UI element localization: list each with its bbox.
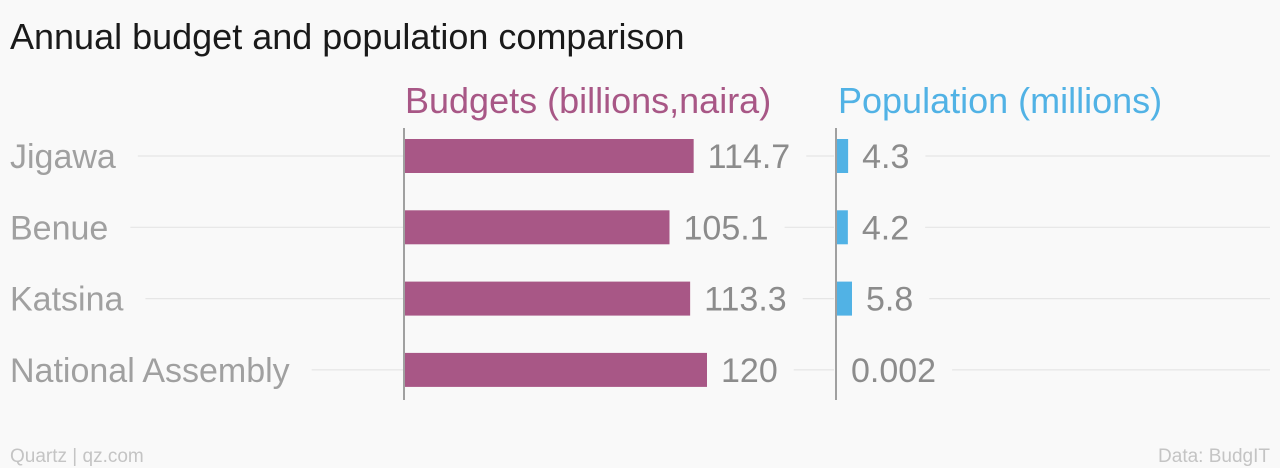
bars	[405, 139, 852, 387]
chart-title: Annual budget and population comparison	[10, 16, 685, 57]
gridlines	[130, 155, 1270, 371]
budget-bar	[405, 281, 691, 316]
row-label: Benue	[10, 209, 108, 247]
budget-bar	[405, 139, 694, 173]
population-bar	[837, 139, 849, 173]
population-value-label: 4.3	[862, 138, 909, 176]
population-bar	[837, 210, 848, 245]
budget-bar	[405, 210, 670, 245]
budget-bar	[405, 352, 707, 387]
footer-data-credit: Data: BudgIT	[1158, 446, 1270, 467]
budget-column-label: Budgets (billions,naira)	[405, 80, 771, 121]
population-value-label: 4.2	[862, 209, 909, 247]
budget-value-label: 105.1	[684, 209, 769, 247]
labels: Jigawa 114.7 4.3 Benue 105.1 4.2 Katsina 113.3 5…	[10, 138, 936, 390]
budget-value-label: 113.3	[704, 281, 787, 319]
row-label: Jigawa	[10, 138, 116, 176]
row-label: Katsina	[10, 281, 123, 319]
footer-source: Quartz | qz.com	[10, 446, 144, 467]
population-value-label: 0.002	[851, 352, 936, 390]
budget-value-label: 114.7	[708, 138, 791, 176]
budget-value-label: 120	[721, 352, 778, 390]
population-value-label: 5.8	[866, 281, 913, 319]
population-column-label: Population (millions)	[838, 80, 1162, 121]
population-bar	[837, 281, 852, 316]
row-label: National Assembly	[10, 352, 290, 390]
